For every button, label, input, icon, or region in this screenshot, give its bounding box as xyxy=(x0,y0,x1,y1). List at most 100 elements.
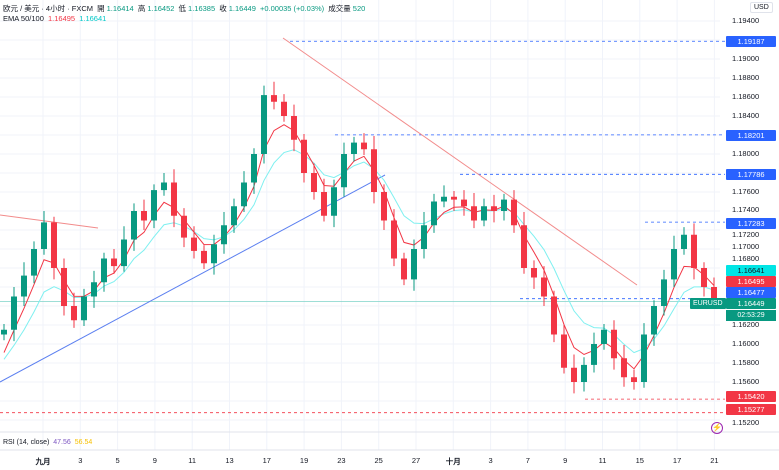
date-label: 3 xyxy=(78,456,83,465)
candle-body xyxy=(431,201,437,226)
candle-body xyxy=(461,199,467,207)
candle-body xyxy=(281,101,287,116)
candle-body xyxy=(131,211,137,240)
candle-body xyxy=(381,192,387,221)
countdown: 02:53:29 xyxy=(726,310,776,321)
price-tag: 1.16495 xyxy=(726,276,776,287)
price-tag: 1.17786 xyxy=(726,169,776,181)
candle-body xyxy=(311,173,317,192)
rsi-legend[interactable]: RSI (14, close) 47.56 56.54 xyxy=(3,439,93,446)
candle-body xyxy=(21,275,27,297)
candle-body xyxy=(501,199,507,211)
date-label: 十月 xyxy=(445,457,461,466)
candle-body xyxy=(601,329,607,344)
candle-body xyxy=(241,182,247,207)
price-axis-label: 1.19400 xyxy=(732,16,760,25)
candle-body xyxy=(531,268,537,278)
date-label: 15 xyxy=(635,456,644,465)
candle-body xyxy=(621,358,627,378)
candle-body xyxy=(181,215,187,238)
ema-100-line xyxy=(3,149,715,360)
price-axis-label: 1.18400 xyxy=(732,111,760,120)
candle-body xyxy=(641,334,647,382)
trend-line-short xyxy=(0,214,99,229)
candle-body xyxy=(681,234,687,249)
candle-body xyxy=(221,225,227,245)
date-label: 25 xyxy=(374,456,383,465)
date-label: 11 xyxy=(598,456,607,465)
candle-body xyxy=(631,377,637,382)
candle-body xyxy=(11,296,17,330)
price-axis-label: 1.16800 xyxy=(732,254,760,263)
price-axis-label: 1.16200 xyxy=(732,320,760,329)
candle-body xyxy=(171,182,177,216)
candle-body xyxy=(591,344,597,365)
date-label: 19 xyxy=(299,456,309,465)
candle-body xyxy=(101,258,107,283)
candle-body xyxy=(41,222,47,249)
candle-body xyxy=(61,268,67,306)
price-axis-label: 1.17400 xyxy=(732,205,760,214)
candle-body xyxy=(271,95,277,102)
candle-body xyxy=(441,196,447,202)
candle-body xyxy=(481,206,487,221)
price-axis-label: 1.18000 xyxy=(732,149,760,158)
price-axis-label: 1.16000 xyxy=(732,339,760,348)
candle-body xyxy=(691,234,697,268)
lightning-icon[interactable]: ⚡ xyxy=(711,422,723,434)
trend-line-support xyxy=(0,174,386,383)
candle-body xyxy=(361,142,367,150)
price-tag: 1.15420 xyxy=(726,391,776,402)
date-label: 9 xyxy=(563,456,568,465)
candle-body xyxy=(511,199,517,226)
price-axis-label: 1.17200 xyxy=(732,230,760,239)
candle-body xyxy=(121,239,127,267)
price-tag: 1.17283 xyxy=(726,218,776,229)
price-axis-label: 1.18600 xyxy=(732,92,760,101)
candle-body xyxy=(261,95,267,154)
candle-body xyxy=(301,139,307,173)
candle-body xyxy=(371,149,377,192)
candle-body xyxy=(231,206,237,226)
candle-body xyxy=(611,329,617,359)
price-axis-label: 1.18800 xyxy=(732,73,760,82)
candle-body xyxy=(111,258,117,267)
candle-body xyxy=(191,237,197,251)
date-label: 21 xyxy=(710,456,719,465)
price-axis-label: 1.15200 xyxy=(732,418,760,427)
date-label: 9 xyxy=(152,456,157,465)
date-label: 7 xyxy=(525,456,530,465)
candle-body xyxy=(421,225,427,249)
candle-body xyxy=(291,116,297,140)
symbol-tag: EURUSD xyxy=(690,298,726,309)
candle-body xyxy=(71,306,77,321)
candle-body xyxy=(351,142,357,154)
price-axis-label: 1.15800 xyxy=(732,358,760,367)
candle-body xyxy=(1,329,7,335)
candle-body xyxy=(541,277,547,297)
symbol-title[interactable]: 欧元 / 美元 · 4小时 · FXCM xyxy=(3,4,93,13)
candle-body xyxy=(521,225,527,268)
candle-body xyxy=(161,182,167,191)
date-label: 27 xyxy=(411,456,421,465)
currency-button[interactable]: USD xyxy=(750,2,773,13)
candle-body xyxy=(321,192,327,216)
candle-body xyxy=(551,296,557,335)
candle-body xyxy=(411,249,417,280)
ema-legend[interactable]: EMA 50/100 1.16495 1.16641 xyxy=(3,14,107,23)
candle-body xyxy=(451,196,457,200)
price-tag: 1.18201 xyxy=(726,129,776,141)
price-axis-label: 1.15600 xyxy=(732,377,760,386)
change: +0.00035 (+0.03%) xyxy=(259,4,325,13)
candle-body xyxy=(141,211,147,221)
candle-body xyxy=(701,268,707,287)
candle-body xyxy=(31,249,37,276)
symbol-legend: 欧元 / 美元 · 4小时 · FXCM 開 1.16414 高 1.16452 低… xyxy=(3,4,366,13)
date-label: 17 xyxy=(262,456,271,465)
date-label: 11 xyxy=(188,456,197,465)
price-tag: 1.16641 xyxy=(726,265,776,276)
candle-body xyxy=(391,220,397,259)
date-label: 5 xyxy=(115,456,120,465)
candle-body xyxy=(211,244,217,264)
